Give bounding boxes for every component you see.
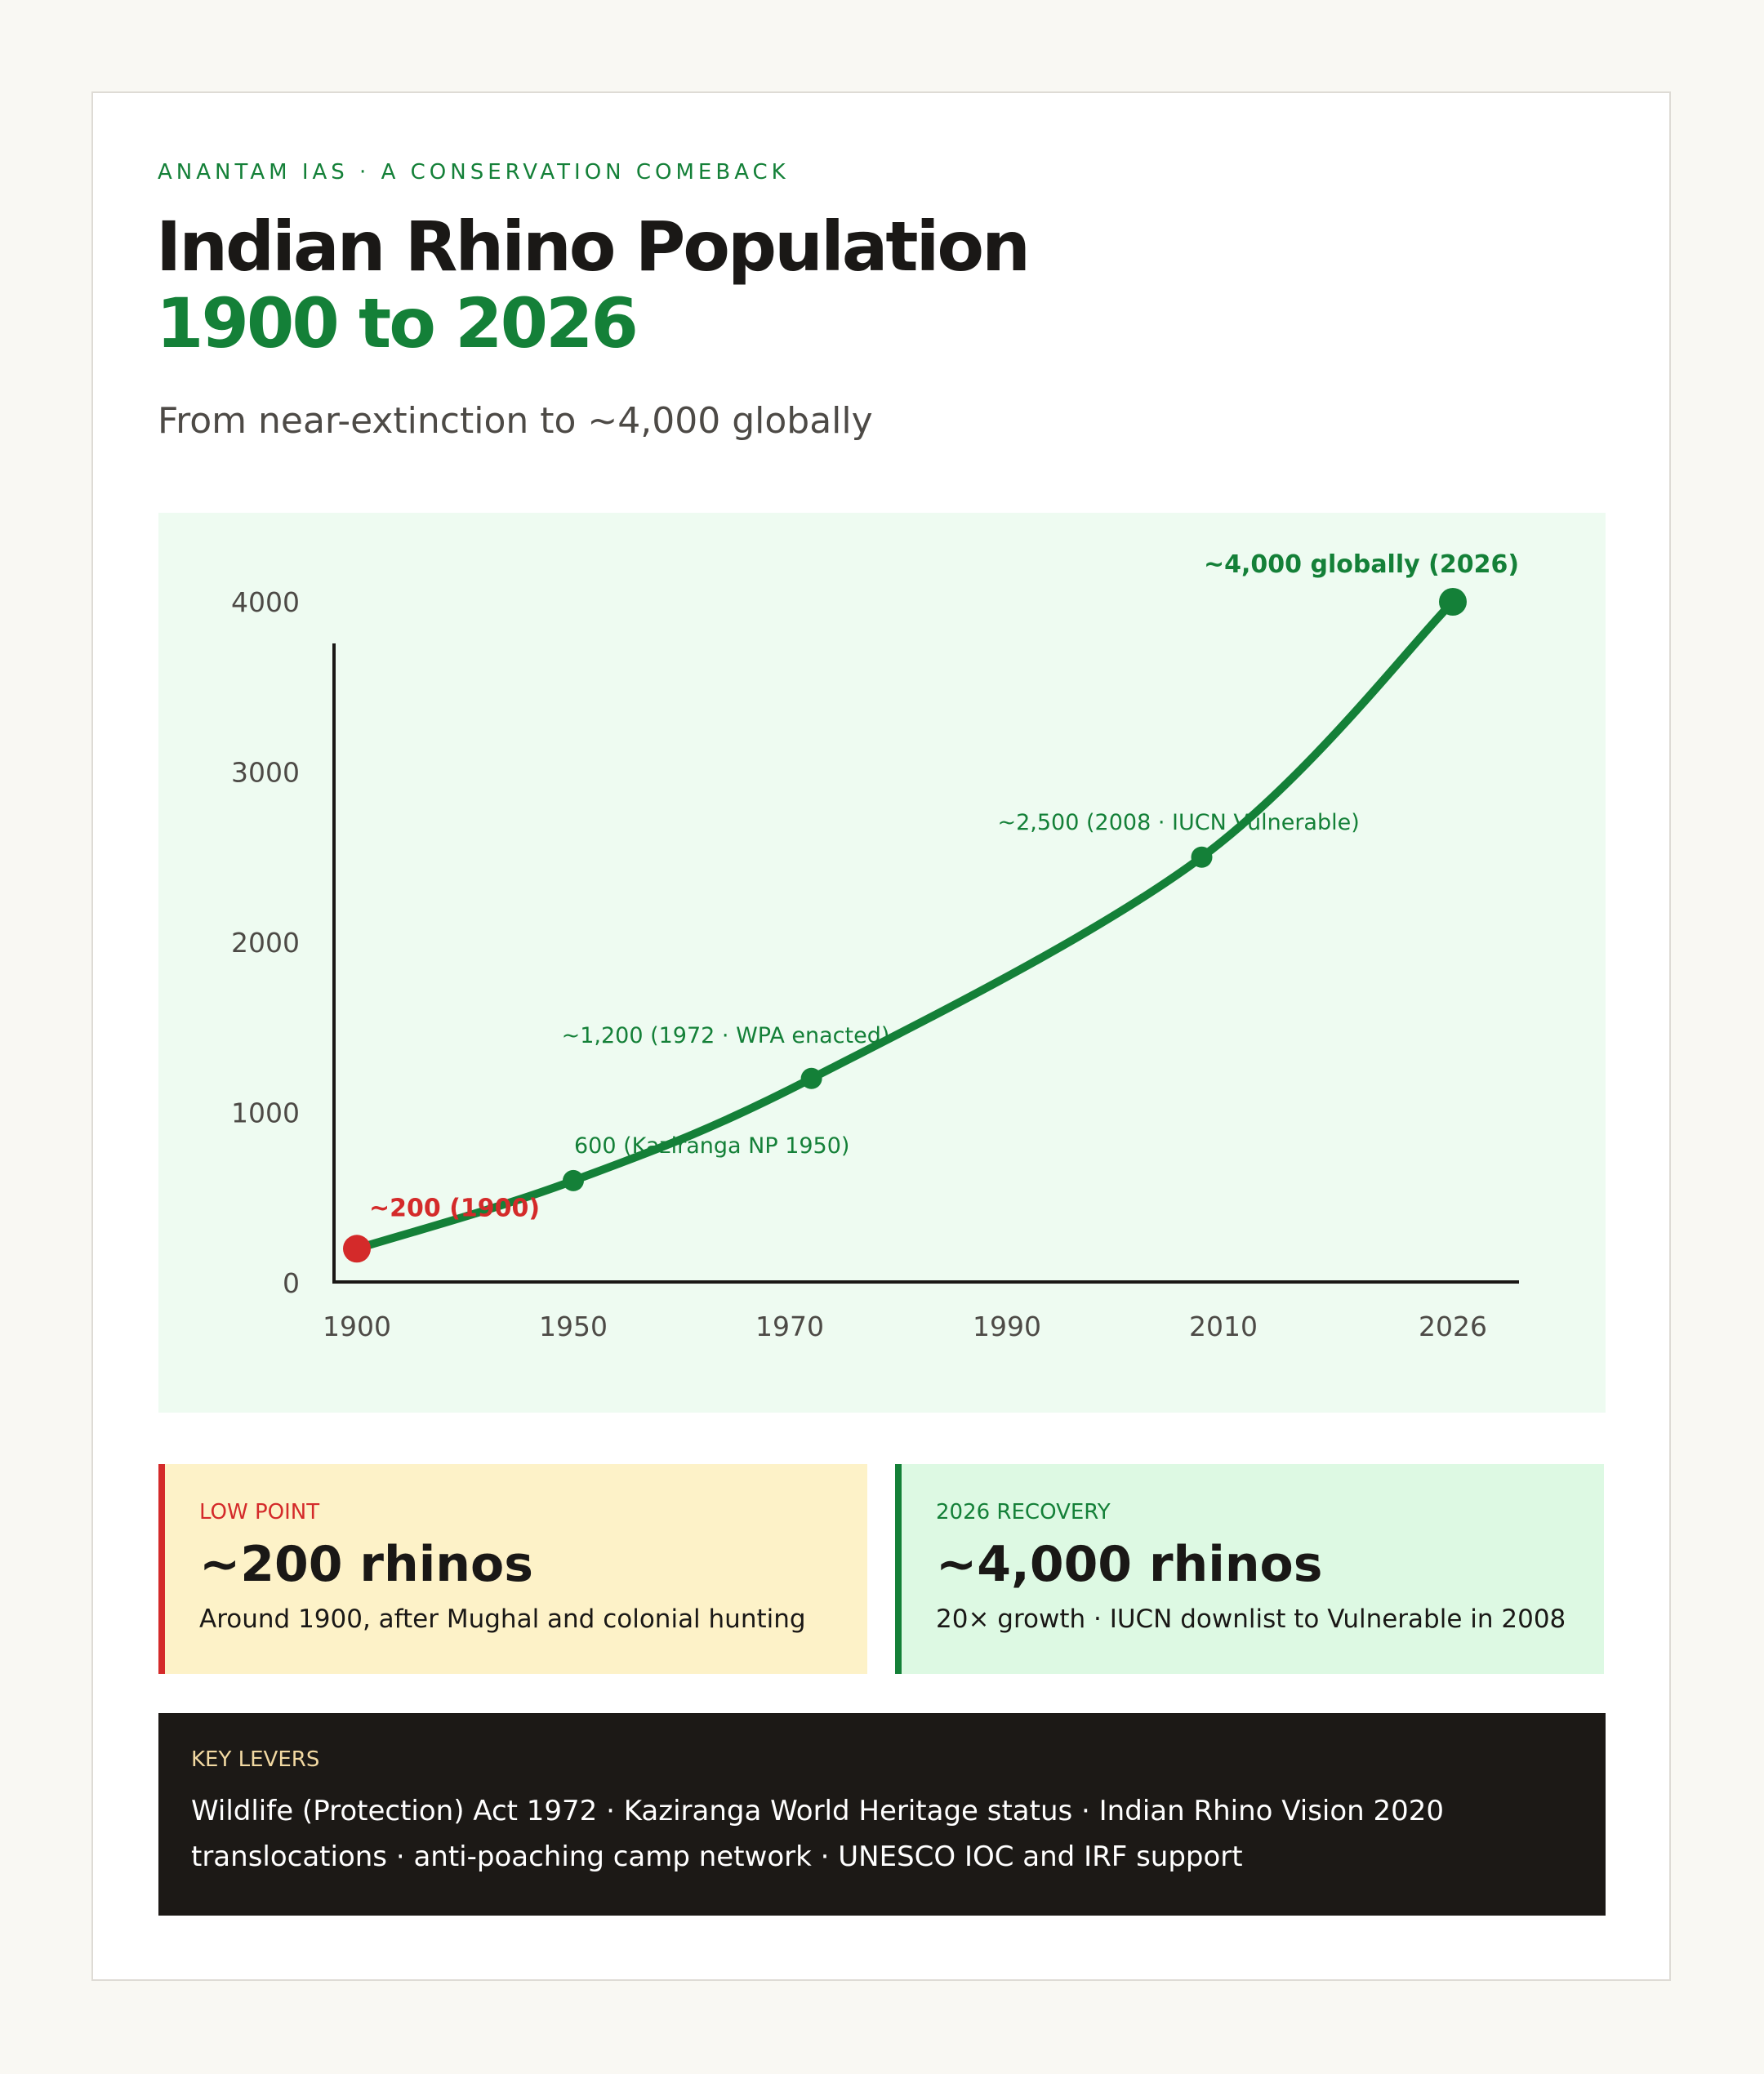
kicker: ANANTAM IAS · A CONSERVATION COMEBACK: [158, 160, 790, 185]
data-point: [563, 1169, 584, 1191]
data-point: [1191, 846, 1213, 868]
key-levers-line-1: Wildlife (Protection) Act 1972 · Kaziran…: [191, 1795, 1445, 1827]
recovery-desc: 20× growth · IUCN downlist to Vulnerable…: [936, 1604, 1566, 1634]
low-point-value: ~200 rhinos: [199, 1536, 533, 1593]
key-levers-label: KEY LEVERS: [191, 1747, 320, 1772]
recovery-card: 2026 RECOVERY ~4,000 rhinos 20× growth ·…: [895, 1464, 1604, 1674]
data-label: ~2,500 (2008 · IUCN Vulnerable): [998, 810, 1360, 835]
y-tick-label: 2000: [231, 927, 300, 959]
data-label: ~4,000 globally (2026): [1204, 550, 1519, 579]
chart-panel: 0 1000 2000 3000 4000 1900 1950 1970 1990 2010 202…: [158, 513, 1606, 1413]
x-tick-label: 1970: [755, 1311, 824, 1342]
page-title-years: 1900 to 2026: [156, 283, 639, 363]
data-label: ~1,200 (1972 · WPA enacted): [562, 1023, 890, 1048]
x-tick-label: 2010: [1189, 1311, 1258, 1342]
end-point-marker: [1439, 588, 1467, 616]
y-tick-label: 1000: [231, 1097, 300, 1129]
data-label: ~200 (1900): [369, 1194, 540, 1222]
rhino-population-chart: 0 1000 2000 3000 4000 1900 1950 1970 1990 2010 202…: [231, 550, 1519, 1342]
recovery-value: ~4,000 rhinos: [936, 1536, 1323, 1593]
data-label: 600 (Kaziranga NP 1950): [574, 1133, 849, 1159]
y-tick-label: 3000: [231, 757, 300, 789]
x-tick-label: 1990: [973, 1311, 1041, 1342]
low-point-marker: [343, 1235, 371, 1263]
low-point-label: LOW POINT: [199, 1500, 320, 1524]
data-point: [800, 1067, 822, 1089]
page-title: Indian Rhino Population: [156, 207, 1031, 287]
x-tick-label: 1950: [539, 1311, 608, 1342]
key-levers-line-2: translocations · anti-poaching camp netw…: [191, 1840, 1243, 1873]
page-subtitle: From near-extinction to ~4,000 globally: [158, 400, 873, 442]
y-tick-label: 0: [283, 1267, 300, 1299]
population-line: [353, 598, 1457, 1253]
low-point-desc: Around 1900, after Mughal and colonial h…: [199, 1604, 806, 1634]
x-tick-label: 2026: [1419, 1311, 1487, 1342]
x-tick-label: 1900: [323, 1311, 391, 1342]
recovery-label: 2026 RECOVERY: [936, 1500, 1111, 1524]
low-point-card: LOW POINT ~200 rhinos Around 1900, after…: [158, 1464, 867, 1674]
key-levers-panel: KEY LEVERS Wildlife (Protection) Act 197…: [158, 1713, 1606, 1916]
y-tick-label: 4000: [231, 586, 300, 618]
